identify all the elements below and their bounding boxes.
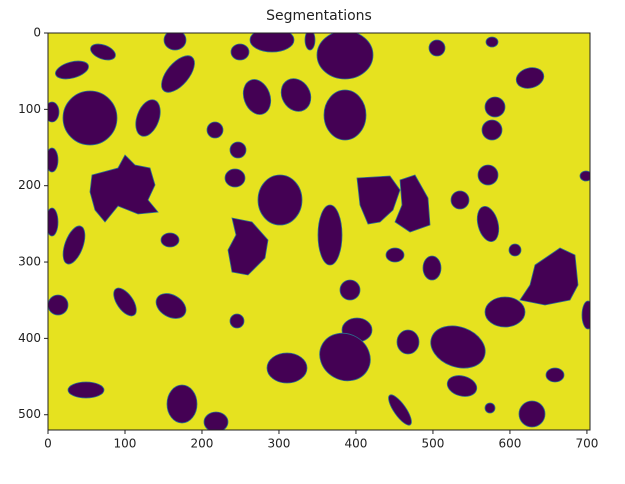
segment bbox=[519, 247, 579, 306]
segment bbox=[230, 43, 250, 61]
segment bbox=[388, 394, 412, 426]
segment bbox=[385, 247, 405, 263]
segment bbox=[396, 329, 420, 355]
x-tick-label: 700 bbox=[575, 437, 598, 451]
segment bbox=[317, 204, 343, 266]
segment bbox=[62, 225, 86, 265]
segment bbox=[48, 207, 59, 237]
segment bbox=[484, 402, 496, 414]
segment bbox=[224, 168, 246, 188]
segment bbox=[90, 43, 116, 61]
y-tick-label: 500 bbox=[18, 407, 41, 421]
segment bbox=[450, 190, 470, 210]
segment bbox=[319, 332, 371, 382]
segment bbox=[508, 243, 522, 257]
segment bbox=[484, 296, 526, 328]
segment bbox=[48, 101, 60, 123]
segment bbox=[428, 39, 446, 57]
segment bbox=[323, 89, 367, 141]
segment bbox=[481, 119, 503, 141]
segment bbox=[485, 36, 499, 48]
segment bbox=[161, 55, 195, 93]
segment bbox=[227, 217, 269, 276]
x-tick-label: 200 bbox=[191, 437, 214, 451]
segment bbox=[135, 99, 161, 137]
y-tick-label: 400 bbox=[18, 331, 41, 345]
segment bbox=[155, 293, 187, 319]
x-tick-label: 500 bbox=[421, 437, 444, 451]
segment bbox=[515, 67, 545, 89]
segment bbox=[339, 279, 361, 301]
segment bbox=[394, 174, 431, 233]
segment bbox=[48, 294, 69, 316]
x-tick-label: 600 bbox=[498, 437, 521, 451]
segment bbox=[477, 164, 499, 186]
plot-frame bbox=[47, 32, 591, 431]
segment bbox=[257, 174, 303, 226]
segment bbox=[581, 300, 590, 330]
segment bbox=[229, 313, 245, 329]
segment bbox=[206, 121, 224, 139]
segment bbox=[446, 375, 478, 397]
segment bbox=[160, 232, 180, 248]
segment bbox=[484, 96, 506, 118]
segment bbox=[545, 367, 565, 383]
segment bbox=[266, 352, 308, 384]
segment bbox=[476, 206, 500, 242]
image bbox=[48, 33, 590, 430]
y-tick-label: 300 bbox=[18, 255, 41, 269]
x-tick-label: 300 bbox=[268, 437, 291, 451]
segment bbox=[579, 170, 590, 182]
segment bbox=[62, 90, 118, 146]
x-tick-label: 0 bbox=[44, 437, 52, 451]
y-tick-label: 200 bbox=[18, 178, 41, 192]
x-tick-label: 400 bbox=[345, 437, 368, 451]
segment bbox=[356, 175, 401, 225]
segment bbox=[55, 60, 89, 80]
segment bbox=[113, 287, 137, 317]
segment bbox=[242, 79, 272, 115]
segment bbox=[48, 147, 59, 173]
segment bbox=[203, 411, 229, 430]
segment bbox=[316, 33, 374, 80]
segment bbox=[518, 400, 546, 428]
segment bbox=[422, 255, 442, 281]
segments bbox=[48, 33, 590, 430]
y-tick-label: 100 bbox=[18, 102, 41, 116]
segment bbox=[430, 325, 486, 369]
segment bbox=[280, 78, 312, 112]
segment bbox=[249, 33, 295, 53]
segment bbox=[166, 384, 198, 424]
segment bbox=[89, 154, 159, 223]
segment bbox=[229, 141, 247, 159]
chart-title: Segmentations bbox=[266, 8, 372, 24]
segment bbox=[67, 381, 105, 399]
segment bbox=[163, 33, 187, 51]
y-tick-label: 0 bbox=[33, 26, 41, 40]
x-tick-label: 100 bbox=[114, 437, 137, 451]
segment bbox=[304, 33, 316, 51]
